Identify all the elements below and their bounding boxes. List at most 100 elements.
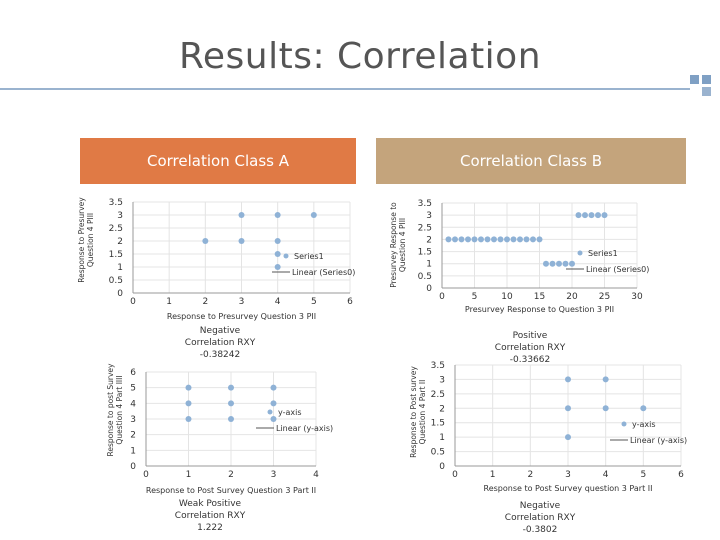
x-axis-label: Response to Post Survey Question 3 Part … [146, 486, 316, 495]
deco-square-2 [702, 75, 711, 84]
legend-label: Series1 [294, 252, 324, 261]
caption-line: Correlation RXY [494, 343, 566, 353]
legend-label: Linear (Series0) [292, 268, 355, 277]
data-point [270, 384, 277, 391]
y-axis-label-line: Response to post Survey [106, 363, 115, 457]
data-point [238, 212, 245, 218]
data-point [556, 260, 562, 267]
y-tick-label: 2 [426, 235, 432, 245]
y-tick-label: 2 [117, 237, 123, 247]
y-tick-label: 1 [130, 446, 136, 456]
data-point [310, 212, 317, 218]
data-point [185, 400, 192, 407]
legend-marker [621, 421, 627, 427]
caption-line: Negative [519, 501, 561, 511]
y-tick-label: 1 [439, 433, 445, 443]
x-tick-label: 3 [271, 470, 277, 480]
data-point [569, 260, 575, 267]
y-tick-label: 0.5 [431, 448, 445, 458]
y-tick-label: 0 [439, 462, 445, 472]
x-tick-label: 0 [143, 470, 149, 480]
x-tick-label: 0 [452, 470, 458, 480]
y-tick-label: 2.5 [418, 223, 432, 233]
x-tick-label: 6 [678, 470, 684, 480]
data-point [202, 238, 209, 244]
y-tick-label: 3.5 [109, 198, 123, 208]
x-tick-label: 10 [501, 292, 513, 302]
caption-line: -0.38242 [199, 350, 241, 360]
x-tick-label: 0 [130, 297, 136, 307]
legend-label: Linear (y-axis) [630, 436, 687, 445]
y-tick-label: 0 [117, 289, 123, 299]
caption-line: Weak Positive [178, 499, 242, 509]
y-tick-label: 0 [426, 284, 432, 294]
header-class-a: Correlation Class A [80, 138, 356, 184]
data-point [274, 238, 281, 244]
caption-line: Correlation RXY [184, 338, 256, 348]
data-point [270, 416, 277, 422]
y-tick-label: 1 [426, 260, 432, 270]
x-axis-label: Presurvey Response to Question 3 PII [465, 305, 614, 314]
data-point [601, 212, 608, 219]
y-tick-label: 3 [117, 211, 123, 221]
x-tick-label: 4 [603, 470, 609, 480]
data-point [274, 264, 281, 270]
legend-label: Linear (Series0) [586, 265, 649, 274]
y-tick-label: 3.5 [418, 199, 432, 209]
data-point [602, 376, 609, 383]
x-tick-label: 25 [599, 292, 610, 302]
y-tick-label: 1 [117, 263, 123, 273]
data-point [458, 236, 465, 243]
x-tick-label: 5 [311, 297, 317, 307]
data-point [595, 212, 601, 219]
data-point [270, 400, 277, 407]
y-axis-label-line: Question 4 PIII [86, 213, 95, 267]
data-point [565, 405, 571, 412]
x-tick-label: 1 [186, 470, 192, 480]
legend-label: y-axis [632, 420, 656, 429]
data-point [274, 251, 281, 257]
slide-title: Results: Correlation [178, 36, 542, 77]
data-point [185, 416, 192, 422]
x-tick-label: 15 [534, 292, 545, 302]
x-tick-label: 4 [275, 297, 281, 307]
data-point [185, 384, 192, 391]
x-tick-label: 20 [566, 292, 578, 302]
data-point [465, 236, 471, 243]
x-axis-label: Response to Presurvey Question 3 PII [167, 312, 316, 321]
data-point [452, 236, 458, 243]
header-class-b: Correlation Class B [376, 138, 686, 184]
data-point [445, 236, 452, 243]
data-point [582, 212, 588, 219]
data-point [471, 236, 478, 243]
x-tick-label: 1 [166, 297, 172, 307]
x-tick-label: 6 [347, 297, 353, 307]
y-tick-label: 2 [130, 431, 136, 441]
data-point [530, 236, 536, 243]
x-tick-label: 3 [565, 470, 571, 480]
data-point [484, 236, 491, 243]
y-axis-label: Response to Post surveyQuestion 4 Part I… [409, 366, 427, 458]
x-tick-label: 5 [472, 292, 478, 302]
data-point [575, 212, 582, 219]
y-tick-label: 3 [439, 375, 445, 385]
data-point [238, 238, 245, 244]
x-tick-label: 3 [239, 297, 245, 307]
data-point [274, 212, 281, 218]
y-axis-label-line: Question 4 Part IIII [115, 375, 124, 444]
caption-line: -0.3802 [522, 525, 558, 535]
data-point [543, 260, 549, 267]
caption-chart-3: Negative Correlation RXY -0.38242 [150, 325, 290, 361]
y-tick-label: 6 [130, 368, 136, 378]
legend-label: Linear (y-axis) [276, 424, 333, 433]
caption-line: Correlation RXY [504, 513, 576, 523]
caption-chart-2: Positive Correlation RXY -0.33662 [460, 330, 600, 366]
y-tick-label: 1.5 [418, 248, 432, 258]
y-tick-label: 1.5 [431, 419, 445, 429]
y-axis-label-line: Response to Post survey [409, 366, 418, 458]
x-tick-label: 1 [490, 470, 496, 480]
y-tick-label: 0.5 [109, 276, 123, 286]
deco-square-3 [702, 87, 711, 96]
x-tick-label: 2 [228, 470, 234, 480]
